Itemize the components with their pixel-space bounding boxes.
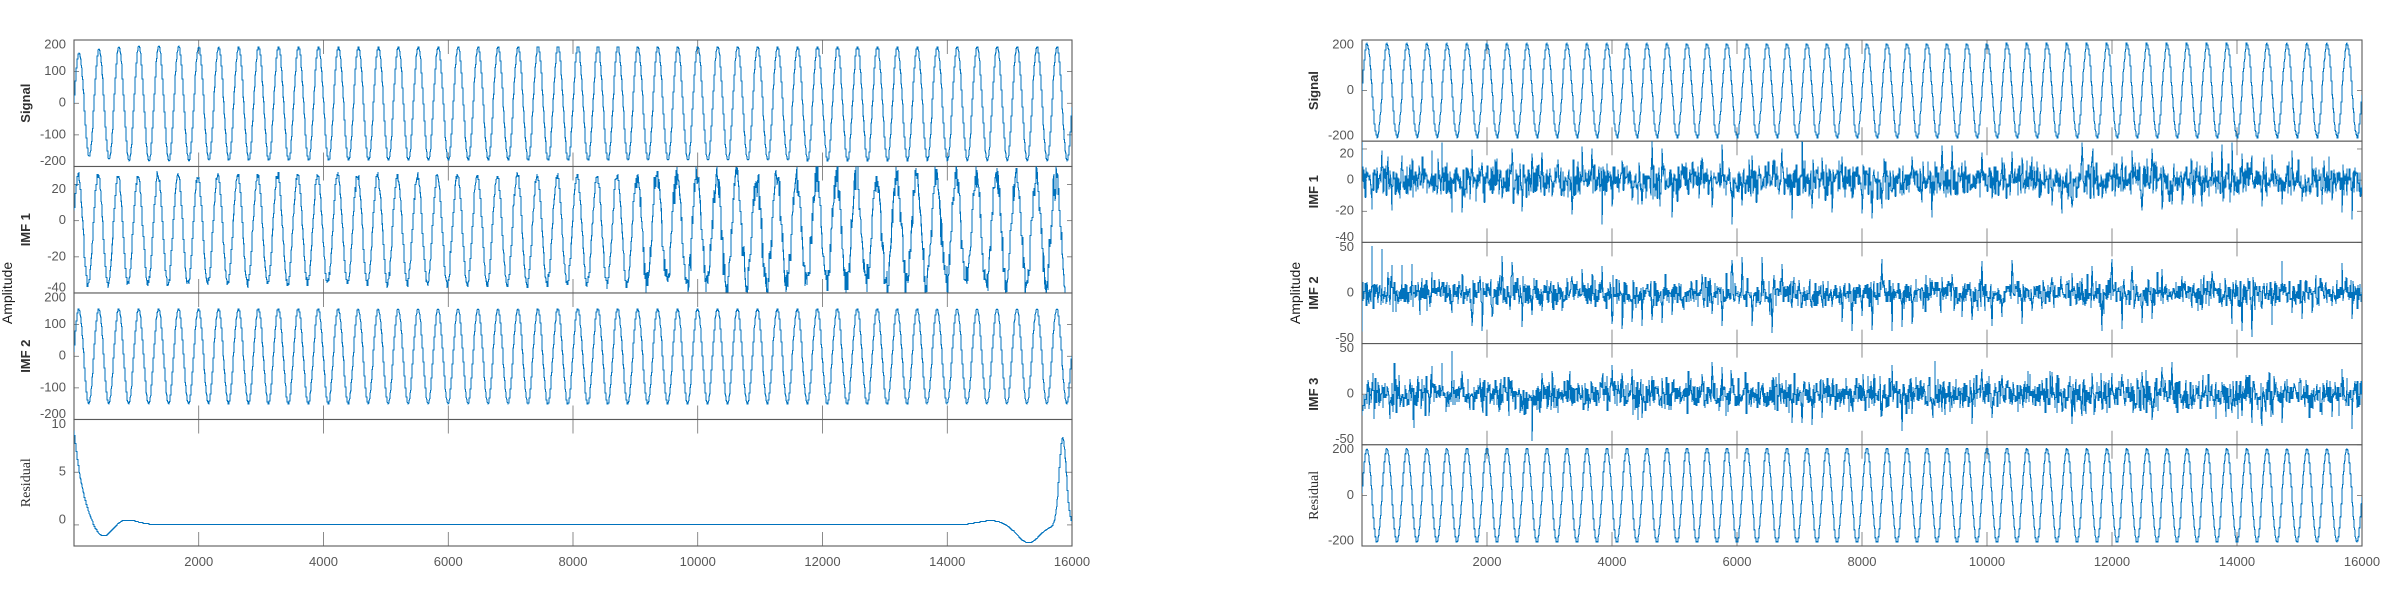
svg-text:-200: -200 — [1328, 128, 1354, 143]
svg-text:0: 0 — [59, 95, 66, 110]
svg-text:20: 20 — [1340, 145, 1354, 160]
svg-text:IMF 1: IMF 1 — [1306, 175, 1321, 208]
svg-text:-200: -200 — [40, 153, 66, 168]
svg-text:Signal: Signal — [18, 84, 33, 123]
svg-text:Residual: Residual — [19, 458, 34, 507]
svg-text:6000: 6000 — [434, 554, 463, 569]
svg-text:100: 100 — [44, 316, 66, 331]
svg-text:-100: -100 — [40, 379, 66, 394]
svg-text:5: 5 — [59, 464, 66, 479]
svg-text:50: 50 — [1340, 239, 1354, 254]
svg-text:10: 10 — [52, 416, 66, 431]
svg-text:Amplitude: Amplitude — [0, 262, 15, 324]
svg-text:14000: 14000 — [2219, 554, 2255, 569]
svg-text:8000: 8000 — [559, 554, 588, 569]
svg-text:4000: 4000 — [1598, 554, 1627, 569]
svg-text:0: 0 — [1347, 172, 1354, 187]
svg-text:IMF 1: IMF 1 — [18, 213, 33, 246]
svg-text:Amplitude: Amplitude — [1287, 262, 1303, 324]
svg-text:200: 200 — [44, 36, 66, 51]
svg-text:0: 0 — [1347, 487, 1354, 502]
svg-text:IMF 2: IMF 2 — [18, 340, 33, 373]
svg-text:12000: 12000 — [2094, 554, 2130, 569]
svg-text:-20: -20 — [1335, 203, 1354, 218]
svg-text:12000: 12000 — [804, 554, 840, 569]
svg-text:0: 0 — [59, 212, 66, 227]
svg-text:10000: 10000 — [1969, 554, 2005, 569]
svg-text:10000: 10000 — [680, 554, 716, 569]
svg-text:6000: 6000 — [1723, 554, 1752, 569]
svg-text:16000: 16000 — [2344, 554, 2380, 569]
svg-text:14000: 14000 — [929, 554, 965, 569]
svg-text:IMF 2: IMF 2 — [1306, 276, 1321, 309]
svg-text:Residual: Residual — [1307, 471, 1322, 520]
svg-text:-100: -100 — [40, 126, 66, 141]
svg-text:0: 0 — [59, 511, 66, 526]
svg-text:20: 20 — [52, 181, 66, 196]
svg-text:0: 0 — [1347, 82, 1354, 97]
svg-text:0: 0 — [1347, 386, 1354, 401]
svg-text:200: 200 — [1332, 441, 1354, 456]
svg-text:Signal: Signal — [1306, 71, 1321, 110]
svg-text:8000: 8000 — [1848, 554, 1877, 569]
svg-text:2000: 2000 — [184, 554, 213, 569]
svg-text:IMF 3: IMF 3 — [1306, 378, 1321, 411]
svg-text:-20: -20 — [47, 248, 66, 263]
svg-text:100: 100 — [44, 63, 66, 78]
svg-text:16000: 16000 — [1054, 554, 1090, 569]
svg-text:2000: 2000 — [1473, 554, 1502, 569]
svg-text:200: 200 — [1332, 36, 1354, 51]
svg-text:50: 50 — [1340, 340, 1354, 355]
svg-text:200: 200 — [44, 289, 66, 304]
svg-text:-200: -200 — [1328, 532, 1354, 547]
svg-text:0: 0 — [59, 348, 66, 363]
svg-text:0: 0 — [1347, 284, 1354, 299]
svg-text:4000: 4000 — [309, 554, 338, 569]
